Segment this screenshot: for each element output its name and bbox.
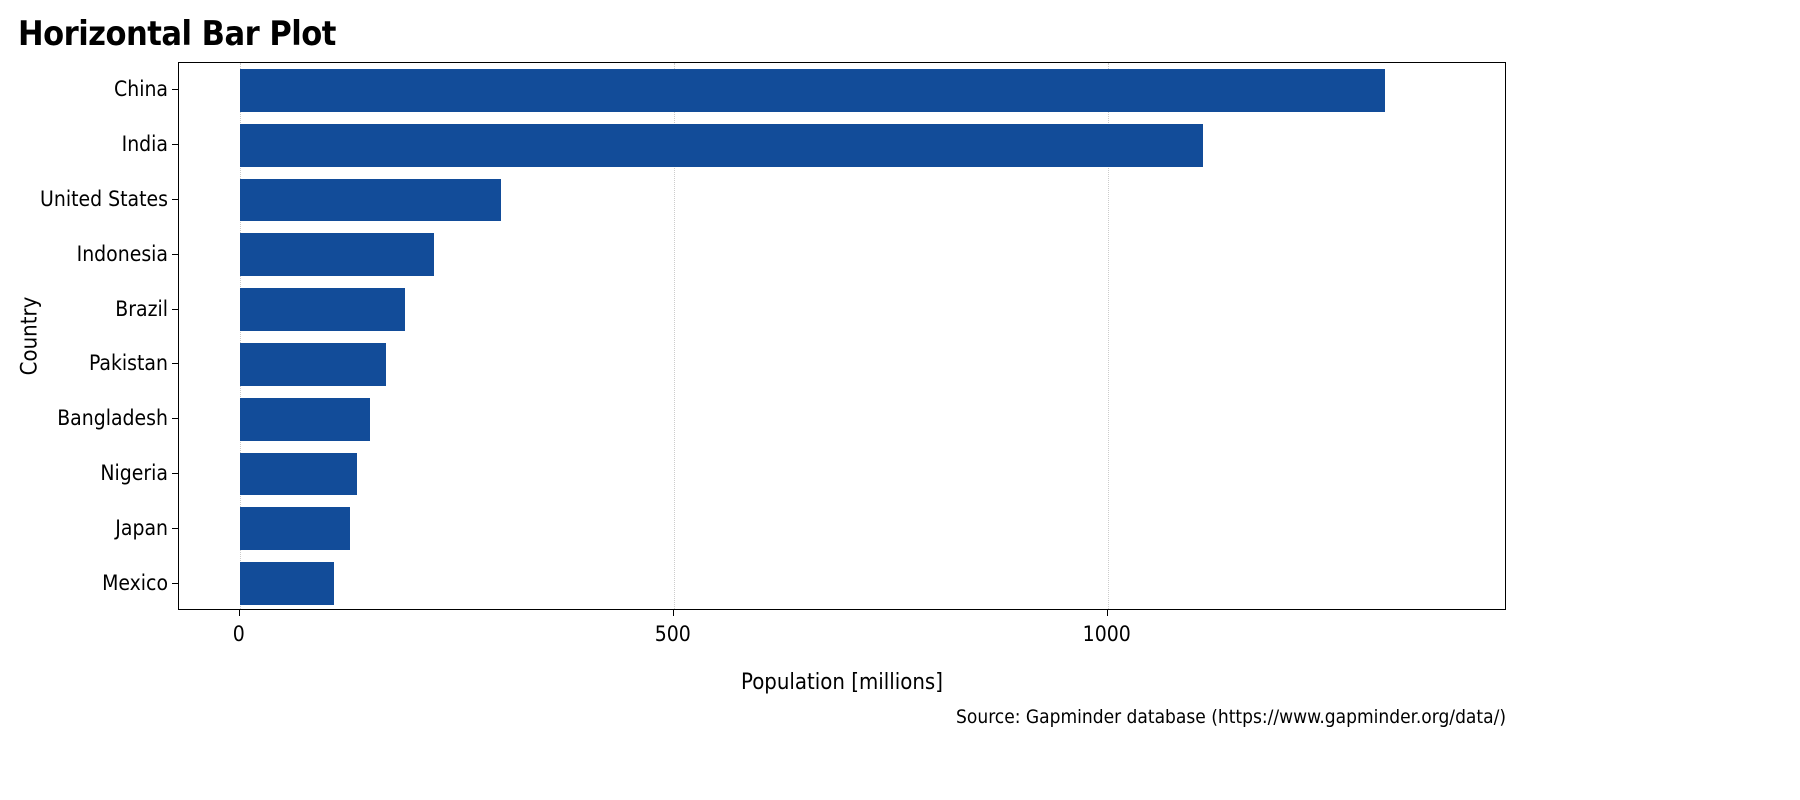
xtick-mark bbox=[239, 610, 240, 616]
bar bbox=[240, 453, 357, 496]
xtick-mark bbox=[1107, 610, 1108, 616]
bar bbox=[240, 69, 1385, 112]
bar bbox=[240, 507, 350, 550]
ytick-mark bbox=[172, 309, 178, 310]
ytick-mark bbox=[172, 473, 178, 474]
ytick-mark bbox=[172, 528, 178, 529]
ytick-label: Indonesia bbox=[77, 242, 168, 266]
bar bbox=[240, 124, 1203, 167]
ytick-label: India bbox=[122, 132, 168, 156]
ytick-label: China bbox=[114, 77, 168, 101]
ytick-label: Brazil bbox=[115, 297, 168, 321]
ytick-label: Pakistan bbox=[89, 351, 168, 375]
bar bbox=[240, 179, 501, 222]
ytick-mark bbox=[172, 199, 178, 200]
ytick-label: United States bbox=[40, 187, 168, 211]
ytick-mark bbox=[172, 144, 178, 145]
source-caption: Source: Gapminder database (https://www.… bbox=[956, 706, 1506, 728]
bar bbox=[240, 343, 387, 386]
ytick-mark bbox=[172, 254, 178, 255]
ytick-label: Japan bbox=[115, 516, 168, 540]
xtick-mark bbox=[673, 610, 674, 616]
bar bbox=[240, 233, 434, 276]
chart-container: Horizontal Bar Plot Country Population [… bbox=[0, 0, 1800, 800]
ytick-label: Mexico bbox=[102, 571, 168, 595]
ytick-label: Nigeria bbox=[100, 461, 168, 485]
bar bbox=[240, 288, 405, 331]
chart-title: Horizontal Bar Plot bbox=[18, 14, 336, 54]
xtick-label: 500 bbox=[655, 622, 691, 646]
ytick-mark bbox=[172, 418, 178, 419]
ytick-label: Bangladesh bbox=[57, 406, 168, 430]
xtick-label: 0 bbox=[233, 622, 245, 646]
x-axis-label: Population [millions] bbox=[741, 670, 943, 695]
ytick-mark bbox=[172, 363, 178, 364]
y-axis-label: Country bbox=[18, 297, 43, 376]
plot-area bbox=[178, 62, 1506, 610]
xtick-label: 1000 bbox=[1083, 622, 1131, 646]
ytick-mark bbox=[172, 89, 178, 90]
bar bbox=[240, 398, 370, 441]
bar bbox=[240, 562, 335, 605]
ytick-mark bbox=[172, 583, 178, 584]
